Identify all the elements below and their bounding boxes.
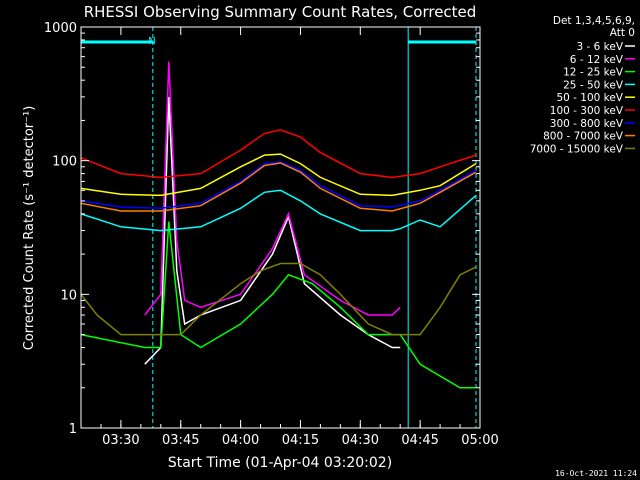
x-axis: 03:30 03:45 04:00 04:15 04:30 04:45 05:00 <box>80 27 499 448</box>
series-line-1 <box>144 61 401 316</box>
chart-title: RHESSI Observing Summary Count Rates, Co… <box>84 3 477 21</box>
legend-label-0: 3 - 6 keV <box>576 41 623 53</box>
legend-label-5: 100 - 300 keV <box>550 105 624 117</box>
x-tick-label-4: 04:30 <box>342 433 379 448</box>
x-tick-label-6: 05:00 <box>461 433 498 448</box>
series-line-6 <box>80 161 477 210</box>
series-layer <box>80 61 477 389</box>
legend-label-4: 50 - 100 keV <box>556 92 623 104</box>
legend-label-7: 800 - 7000 keV <box>543 131 624 143</box>
series-line-7 <box>80 162 477 212</box>
x-tick-label-1: 03:45 <box>162 433 199 448</box>
series-line-4 <box>80 153 477 197</box>
y-tick-label-2: 100 <box>52 155 77 170</box>
y-axis-label: Corrected Count Rate (s⁻¹ detector⁻¹) <box>22 106 37 351</box>
legend-label-2: 12 - 25 keV <box>563 67 624 79</box>
y-tick-label-3: 1000 <box>44 21 77 36</box>
y-tick-label-1: 10 <box>60 288 77 303</box>
legend-label-3: 25 - 50 keV <box>563 79 624 91</box>
x-tick-label-3: 04:15 <box>282 433 319 448</box>
legend-header-1: Att 0 <box>610 27 635 39</box>
x-tick-label-2: 04:00 <box>222 433 259 448</box>
legend-label-1: 6 - 12 keV <box>570 54 624 66</box>
x-axis-label: Start Time (01-Apr-04 03:20:02) <box>168 455 392 471</box>
y-axis: 1 10 100 1000 <box>44 21 480 437</box>
series-line-8 <box>80 262 477 336</box>
y-tick-label-0: 1 <box>69 422 77 437</box>
legend-header-0: Det 1,3,4,5,6,9, <box>553 15 635 27</box>
legend-label-6: 300 - 800 keV <box>550 118 624 130</box>
series-line-5 <box>80 129 477 179</box>
x-tick-label-0: 03:30 <box>102 433 139 448</box>
series-line-2 <box>80 221 476 389</box>
series-line-0 <box>144 96 401 365</box>
series-line-3 <box>80 189 477 232</box>
x-tick-label-5: 04:45 <box>401 433 438 448</box>
flag-label: N <box>148 36 155 47</box>
timestamp: 16-Oct-2021 11:24 <box>555 469 637 478</box>
legend-label-8: 7000 - 15000 keV <box>530 143 624 155</box>
